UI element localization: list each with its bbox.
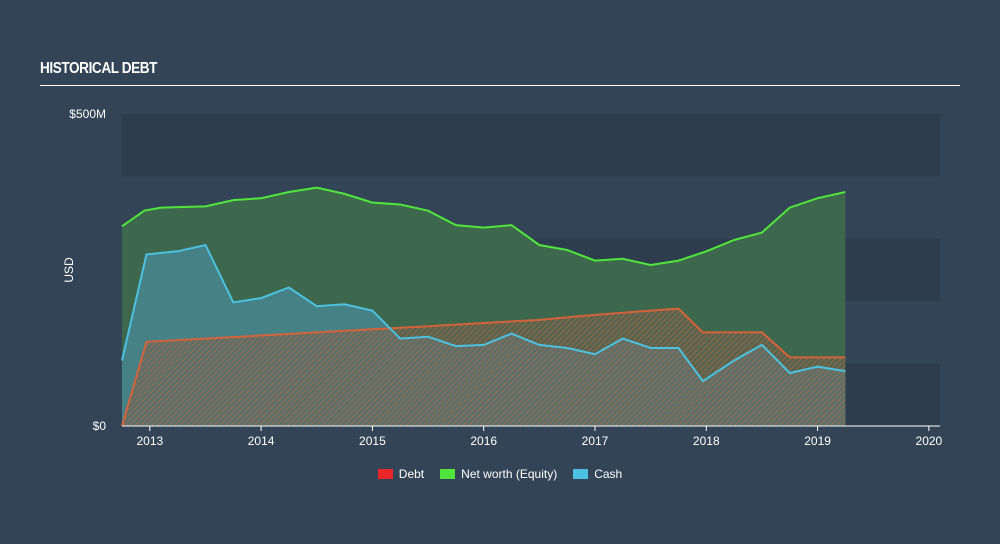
y-tick-label-max: $500M [69,107,106,121]
debt-area [122,308,846,426]
legend-item-cash[interactable]: Cash [573,467,622,481]
x-tick-label-2019: 2019 [804,434,831,448]
legend-item-equity[interactable]: Net worth (Equity) [440,467,557,481]
legend-label-debt: Debt [398,467,425,481]
legend: Debt Net worth (Equity) Cash [0,467,1000,481]
grid-band [122,114,940,177]
series-layer [121,186,846,427]
x-tick-label-2016: 2016 [470,434,497,448]
legend-label-equity: Net worth (Equity) [461,467,558,481]
x-tick-label-2014: 2014 [248,434,275,448]
y-axis-label: USD [62,257,76,283]
page-title: HISTORICAL DEBT [40,60,158,77]
axes: 2013 2014 2015 2016 2017 2018 2019 2020 $0 $500M U… [62,107,943,448]
legend-swatch-debt [377,469,393,479]
x-tick-label-2020: 2020 [916,434,943,448]
title-divider [40,85,960,86]
x-tick-label-2018: 2018 [693,434,720,448]
equity-line [121,186,846,267]
y-tick-label-0: $0 [93,419,107,433]
legend-label-cash: Cash [594,467,623,481]
debt-line [121,307,846,427]
legend-swatch-cash [573,469,589,479]
cash-line [121,243,846,383]
legend-item-debt[interactable]: Debt [377,467,425,481]
x-tick-label-2013: 2013 [136,434,163,448]
x-tick-label-2015: 2015 [359,434,386,448]
legend-swatch-equity [440,469,456,479]
x-tick-label-2017: 2017 [582,434,609,448]
